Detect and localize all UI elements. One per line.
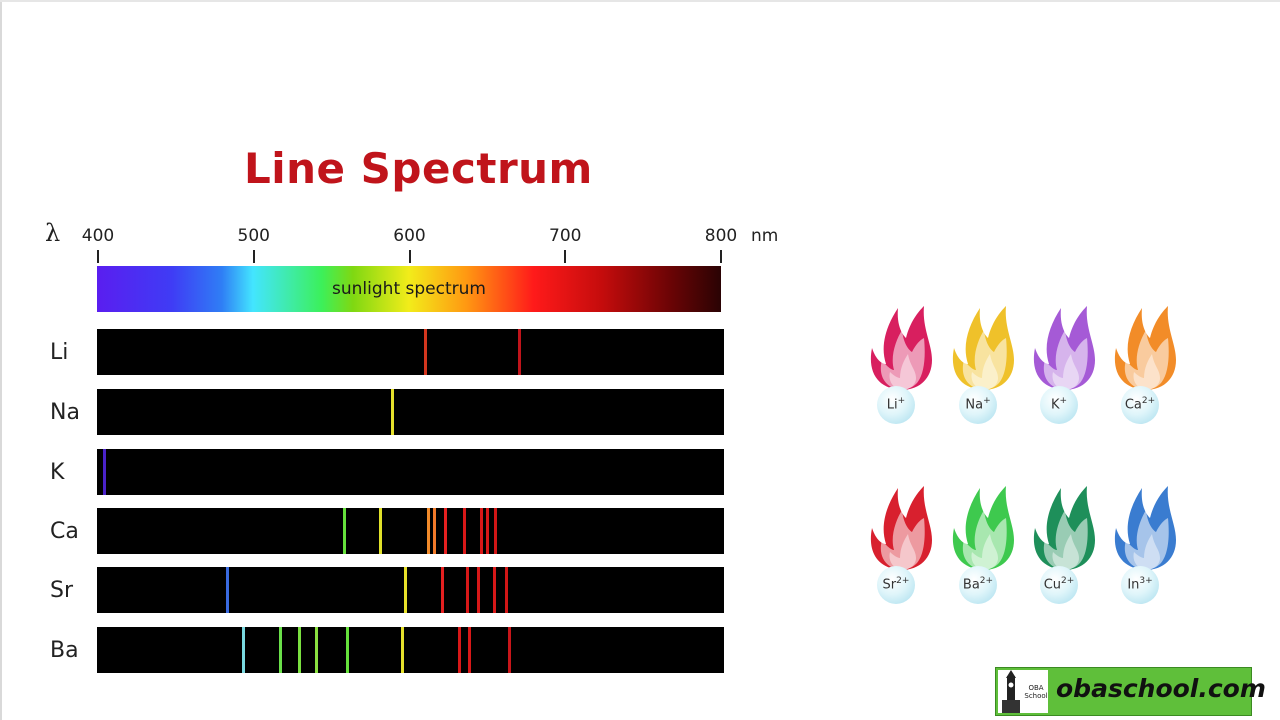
- emission-line: [492, 567, 496, 613]
- logo-badge-text: OBA School: [1024, 684, 1048, 700]
- emission-line: [477, 567, 481, 613]
- flame-test-li: Li+: [866, 298, 946, 428]
- tick-mark: [564, 250, 567, 263]
- element-label-sr: Sr: [50, 578, 74, 603]
- tick-mark: [97, 250, 99, 263]
- ion-label: K+: [1050, 396, 1068, 413]
- logo-badge: OBA School: [998, 670, 1048, 713]
- emission-line: [297, 627, 301, 673]
- page-title: Line Spectrum: [244, 144, 593, 193]
- spectrum-strip-k: [97, 449, 724, 495]
- flame-test-k: K+: [1029, 298, 1109, 428]
- ion-bubble: Cu2+: [1040, 566, 1078, 604]
- ion-label: In3+: [1127, 576, 1153, 593]
- ion-bubble: In3+: [1121, 566, 1159, 604]
- wavelength-unit: nm: [751, 226, 779, 246]
- emission-line: [480, 508, 484, 554]
- flame-test-na: Na+: [948, 298, 1028, 428]
- spectrum-strip-ca: [97, 508, 724, 554]
- emission-line: [103, 449, 107, 495]
- emission-line: [241, 627, 245, 673]
- emission-line: [486, 508, 490, 554]
- sunlight-spectrum-label: sunlight spectrum: [332, 279, 486, 299]
- clock-tower-icon: [1002, 670, 1020, 713]
- emission-line: [403, 567, 407, 613]
- ion-label: Ba2+: [962, 576, 994, 593]
- emission-line: [441, 567, 445, 613]
- spectrum-strip-sr: [97, 567, 724, 613]
- emission-line: [315, 627, 319, 673]
- ion-bubble: K+: [1040, 386, 1078, 424]
- flame-icon: [870, 486, 932, 570]
- ion-label: Cu2+: [1043, 576, 1075, 593]
- emission-line: [494, 508, 498, 554]
- ion-bubble: Na+: [959, 386, 997, 424]
- emission-line: [400, 627, 404, 673]
- emission-line: [343, 508, 347, 554]
- tick-mark: [252, 250, 255, 263]
- spectrum-strip-na: [97, 389, 724, 435]
- emission-line: [466, 567, 470, 613]
- emission-line: [444, 508, 448, 554]
- ion-bubble: Sr2+: [877, 566, 915, 604]
- logo-text: obaschool.com: [1056, 674, 1266, 703]
- emission-line: [226, 567, 230, 613]
- flame-test-cu: Cu2+: [1029, 478, 1109, 608]
- emission-line: [505, 567, 509, 613]
- ion-label: Sr2+: [882, 576, 910, 593]
- obaschool-logo: OBA School obaschool.com: [995, 667, 1266, 716]
- flame-icon: [1033, 486, 1095, 570]
- sunlight-spectrum-bar: sunlight spectrum: [97, 266, 721, 312]
- wavelength-symbol: λ: [45, 219, 61, 247]
- emission-line: [391, 389, 395, 435]
- emission-line: [346, 627, 350, 673]
- flame-icon: [1114, 486, 1176, 570]
- flame-test-in: In3+: [1110, 478, 1190, 608]
- emission-line: [427, 508, 431, 554]
- top-frame-border: [0, 0, 1280, 2]
- tick-mark: [720, 250, 722, 263]
- emission-line: [467, 627, 471, 673]
- element-label-na: Na: [50, 400, 80, 425]
- element-label-li: Li: [50, 340, 69, 365]
- tick-mark: [408, 250, 411, 263]
- flame-icon: [870, 306, 932, 390]
- element-label-ca: Ca: [50, 519, 79, 544]
- ion-bubble: Li+: [877, 386, 915, 424]
- flame-test-sr: Sr2+: [866, 478, 946, 608]
- emission-line: [378, 508, 382, 554]
- tick-label: 400: [81, 226, 115, 246]
- flame-icon: [1033, 306, 1095, 390]
- tick-label: 500: [237, 226, 270, 246]
- flame-icon: [1114, 306, 1176, 390]
- flame-test-ba: Ba2+: [948, 478, 1028, 608]
- tick-label: 700: [549, 226, 582, 246]
- ion-label: Ca2+: [1124, 396, 1156, 413]
- tick-label: 800: [704, 226, 738, 246]
- spectrum-strip-li: [97, 329, 724, 375]
- spectrum-strip-ba: [97, 627, 724, 673]
- ion-bubble: Ba2+: [959, 566, 997, 604]
- flame-icon: [952, 306, 1014, 390]
- tick-label: 600: [393, 226, 426, 246]
- flame-test-ca: Ca2+: [1110, 298, 1190, 428]
- emission-line: [463, 508, 466, 554]
- emission-line: [424, 329, 428, 375]
- element-label-k: K: [50, 460, 65, 485]
- flame-icon: [952, 486, 1014, 570]
- emission-line: [433, 508, 437, 554]
- emission-line: [517, 329, 521, 375]
- emission-line: [458, 627, 462, 673]
- emission-line: [279, 627, 283, 673]
- ion-label: Li+: [886, 396, 906, 413]
- ion-bubble: Ca2+: [1121, 386, 1159, 424]
- ion-label: Na+: [965, 396, 991, 413]
- element-label-ba: Ba: [50, 638, 79, 663]
- left-frame-border: [0, 0, 2, 720]
- emission-line: [508, 627, 512, 673]
